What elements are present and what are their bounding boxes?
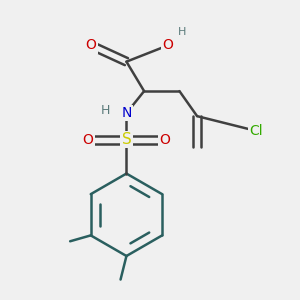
Text: S: S [122, 132, 131, 147]
Text: O: O [86, 38, 97, 52]
Text: O: O [83, 133, 94, 147]
Text: Cl: Cl [249, 124, 263, 138]
Text: H: H [178, 27, 187, 37]
Text: O: O [162, 38, 173, 52]
Text: O: O [159, 133, 170, 147]
Text: H: H [101, 104, 110, 117]
Text: N: N [121, 106, 132, 120]
